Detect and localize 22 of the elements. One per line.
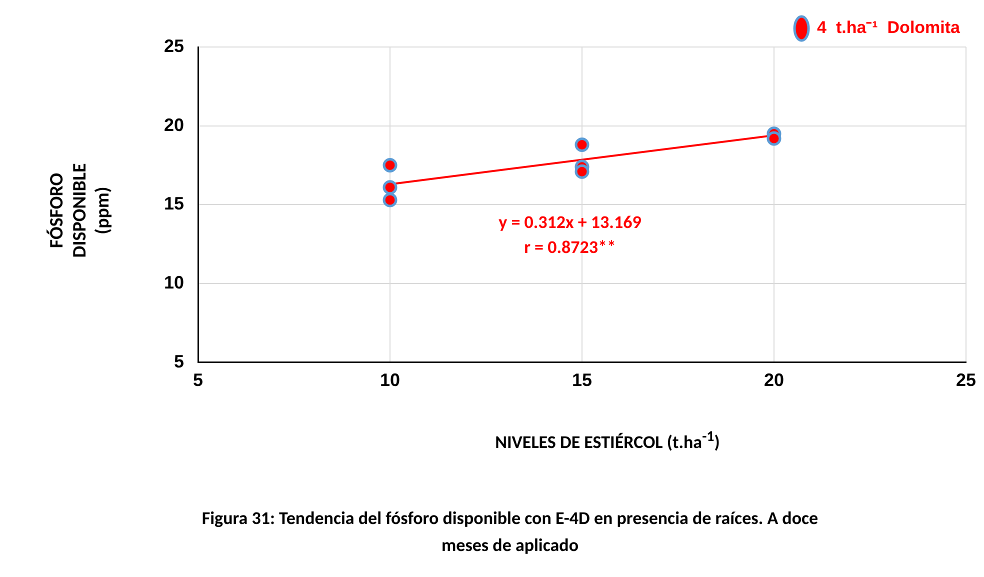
y-tick-label: 20 — [164, 114, 184, 135]
x-tick-label: 5 — [193, 370, 204, 390]
y-tick-label: 10 — [164, 272, 184, 293]
y-tick-label: 15 — [164, 194, 184, 214]
point — [574, 138, 590, 152]
x-tick-label: 25 — [956, 370, 976, 390]
annotation: r = 0.8723** — [523, 235, 617, 260]
x-tick-label: 15 — [572, 370, 592, 390]
y-tick-label: 5 — [174, 351, 184, 372]
point — [382, 180, 398, 195]
x-tick-label: 20 — [764, 370, 784, 390]
annotation: y = 0.312x + 13.169 — [498, 210, 642, 235]
legend-label: 4 t.ha⁻¹ Dolomita — [817, 18, 961, 38]
point — [382, 158, 398, 173]
text: Figura 31: Tendencia del fósforo disponible con E-4D en presencia de raíces. A doce meses de aplicado — [200, 506, 820, 558]
point — [766, 131, 782, 146]
y-axis-title: FÓSFORO DISPONIBLE (ppm) — [46, 162, 114, 260]
point — [382, 192, 398, 208]
x-tick-label: 10 — [380, 370, 400, 390]
y-tick-label: 25 — [164, 36, 184, 56]
point — [574, 164, 590, 179]
x-axis-title: NIVELES DE ESTIÉRCOL (t.ha$^{-1}$) — [494, 428, 721, 453]
